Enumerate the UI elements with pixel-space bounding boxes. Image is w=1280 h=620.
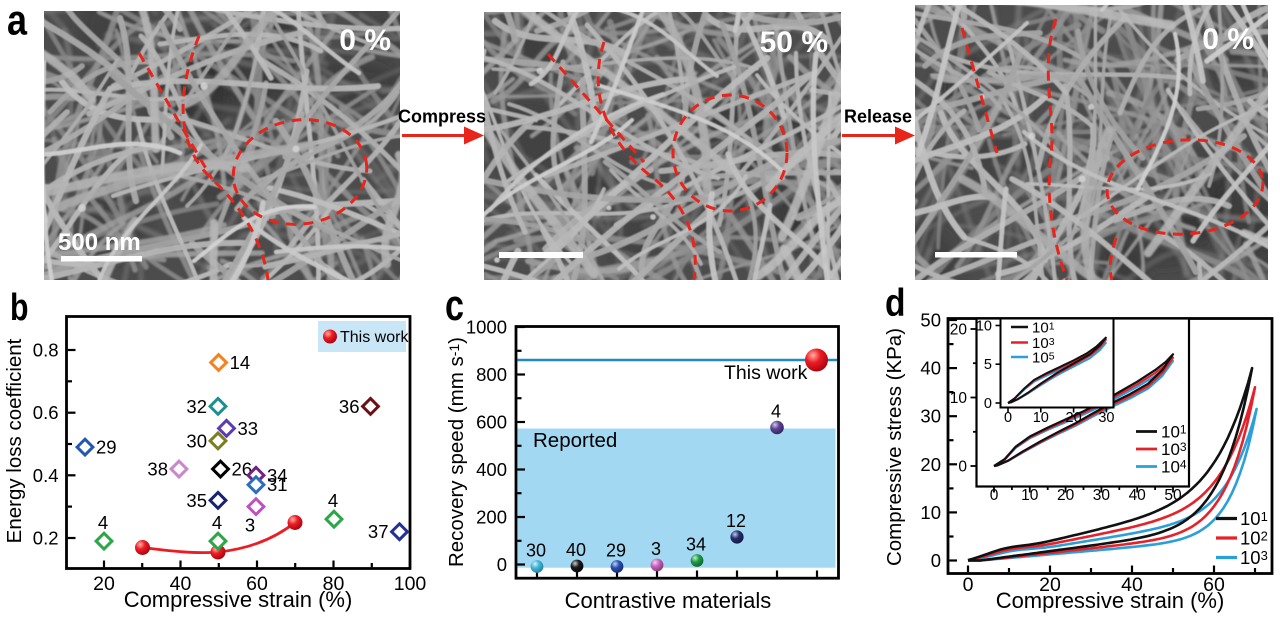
svg-text:10: 10 <box>1021 487 1039 504</box>
svg-text:Compressive stress (KPa): Compressive stress (KPa) <box>883 328 906 566</box>
svg-text:0.4: 0.4 <box>33 465 59 486</box>
svg-text:20: 20 <box>1057 487 1075 504</box>
svg-text:103: 103 <box>1240 547 1268 568</box>
svg-text:80: 80 <box>323 573 345 595</box>
svg-text:30: 30 <box>186 430 207 451</box>
svg-text:10: 10 <box>1033 410 1049 426</box>
svg-text:4: 4 <box>771 402 781 422</box>
svg-text:40: 40 <box>566 540 586 560</box>
svg-text:10: 10 <box>976 319 992 335</box>
svg-text:104: 104 <box>1161 458 1187 477</box>
svg-text:30: 30 <box>1098 410 1114 426</box>
svg-text:Reported: Reported <box>533 429 617 452</box>
svg-text:3: 3 <box>245 515 255 536</box>
svg-text:10: 10 <box>950 390 968 407</box>
svg-text:This work: This work <box>724 362 808 384</box>
svg-text:38: 38 <box>147 459 168 480</box>
svg-text:c: c <box>445 281 464 330</box>
svg-text:26: 26 <box>232 459 253 480</box>
svg-text:31: 31 <box>267 474 288 495</box>
svg-text:50: 50 <box>1164 487 1182 504</box>
svg-text:100: 100 <box>394 573 427 595</box>
svg-text:40: 40 <box>1129 487 1147 504</box>
svg-text:36: 36 <box>339 396 360 417</box>
svg-text:0: 0 <box>497 554 507 575</box>
svg-text:20: 20 <box>93 573 115 595</box>
svg-text:0: 0 <box>984 396 992 412</box>
svg-text:20: 20 <box>1066 410 1082 426</box>
svg-text:b: b <box>10 287 29 329</box>
svg-text:40: 40 <box>170 573 192 595</box>
svg-text:400: 400 <box>476 459 507 480</box>
svg-text:0 %: 0 % <box>339 24 391 57</box>
svg-text:800: 800 <box>476 364 507 385</box>
svg-text:101: 101 <box>1161 423 1187 442</box>
svg-text:12: 12 <box>726 511 746 531</box>
svg-text:30: 30 <box>920 406 941 427</box>
svg-text:This work: This work <box>340 329 409 346</box>
svg-text:Contrastive materials: Contrastive materials <box>565 588 772 613</box>
svg-text:20: 20 <box>920 454 941 475</box>
svg-text:60: 60 <box>246 573 268 595</box>
svg-text:200: 200 <box>476 507 507 528</box>
svg-text:37: 37 <box>368 521 389 542</box>
svg-text:Compressive strain (%): Compressive strain (%) <box>124 587 353 612</box>
svg-text:0.6: 0.6 <box>33 402 59 423</box>
svg-text:34: 34 <box>267 465 288 486</box>
svg-text:0: 0 <box>1004 410 1012 426</box>
svg-text:Compress: Compress <box>398 107 486 127</box>
svg-text:14: 14 <box>230 352 251 373</box>
svg-text:Release: Release <box>844 107 912 127</box>
svg-text:1000: 1000 <box>466 317 507 338</box>
svg-text:101: 101 <box>1240 508 1268 529</box>
svg-text:0.8: 0.8 <box>33 340 59 361</box>
svg-text:5: 5 <box>984 357 992 373</box>
svg-text:0: 0 <box>963 574 974 596</box>
svg-text:0: 0 <box>958 459 967 476</box>
svg-text:3: 3 <box>651 539 661 559</box>
svg-text:4: 4 <box>212 512 222 533</box>
svg-text:0: 0 <box>990 487 999 504</box>
svg-text:a: a <box>7 0 28 45</box>
svg-text:0 %: 0 % <box>1202 23 1254 56</box>
svg-text:40: 40 <box>1121 574 1143 596</box>
svg-text:103: 103 <box>1161 440 1187 459</box>
svg-text:600: 600 <box>476 412 507 433</box>
svg-text:4: 4 <box>328 490 338 511</box>
svg-text:20: 20 <box>950 322 968 339</box>
svg-text:0.2: 0.2 <box>33 528 59 549</box>
svg-text:35: 35 <box>186 490 207 511</box>
svg-text:Recovery speed (mm s-1): Recovery speed (mm s-1) <box>445 337 468 567</box>
svg-text:30: 30 <box>526 541 546 561</box>
svg-text:0: 0 <box>931 550 941 571</box>
svg-text:40: 40 <box>920 358 941 379</box>
svg-text:4: 4 <box>98 512 108 533</box>
svg-text:29: 29 <box>606 541 626 561</box>
svg-text:20: 20 <box>1039 574 1061 596</box>
svg-text:30: 30 <box>1093 487 1111 504</box>
svg-text:29: 29 <box>96 437 117 458</box>
svg-text:32: 32 <box>186 396 207 417</box>
svg-text:10: 10 <box>920 502 941 523</box>
svg-text:Compressive strain (%): Compressive strain (%) <box>996 588 1225 613</box>
svg-text:50 %: 50 % <box>760 26 828 59</box>
svg-text:50: 50 <box>920 310 941 331</box>
svg-text:500 nm: 500 nm <box>58 229 141 256</box>
svg-text:33: 33 <box>238 418 259 439</box>
svg-text:Energy loss coefficient: Energy loss coefficient <box>3 338 26 543</box>
svg-text:34: 34 <box>686 535 706 555</box>
svg-text:d: d <box>885 282 906 325</box>
svg-text:60: 60 <box>1203 574 1225 596</box>
svg-text:102: 102 <box>1240 528 1268 549</box>
